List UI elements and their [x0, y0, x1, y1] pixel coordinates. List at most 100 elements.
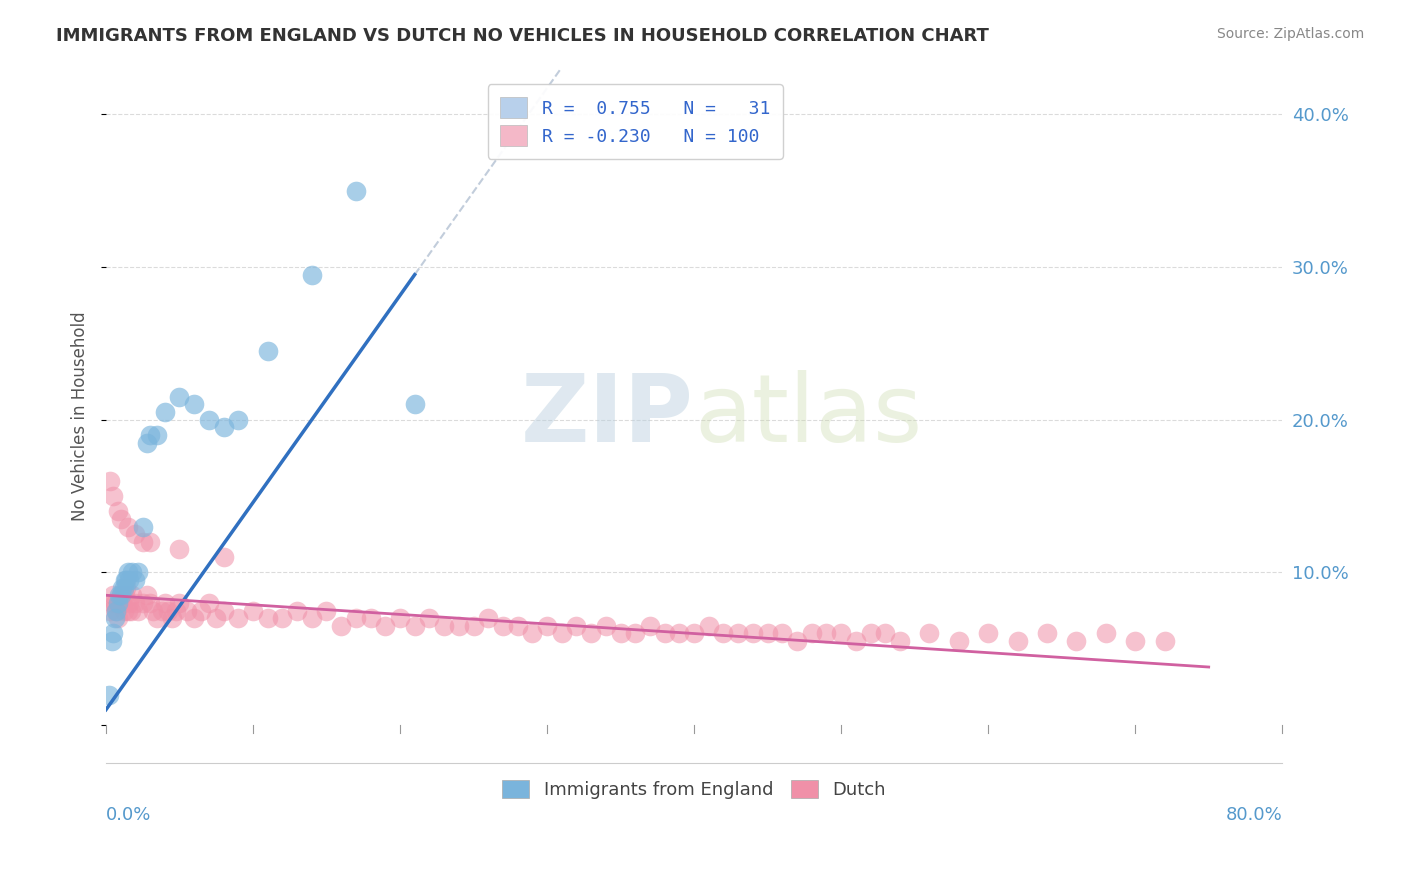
- Point: [120, 603, 142, 617]
- Point: [447, 619, 470, 633]
- Point: [107, 611, 129, 625]
- Point: [433, 619, 456, 633]
- Point: [139, 428, 162, 442]
- Point: [153, 405, 176, 419]
- Point: [654, 626, 676, 640]
- Point: [127, 603, 149, 617]
- Point: [107, 504, 129, 518]
- Point: [111, 581, 134, 595]
- Point: [110, 512, 132, 526]
- Point: [889, 634, 911, 648]
- Legend: Immigrants from England, Dutch: Immigrants from England, Dutch: [495, 772, 893, 806]
- Point: [136, 435, 159, 450]
- Point: [212, 603, 235, 617]
- Point: [256, 343, 278, 358]
- Text: Source: ZipAtlas.com: Source: ZipAtlas.com: [1216, 27, 1364, 41]
- Point: [198, 596, 221, 610]
- Point: [97, 688, 120, 702]
- Point: [108, 596, 131, 610]
- Point: [176, 603, 198, 617]
- Point: [107, 596, 129, 610]
- Point: [183, 611, 205, 625]
- Point: [404, 397, 426, 411]
- Point: [127, 566, 149, 580]
- Point: [146, 611, 169, 625]
- Point: [118, 596, 141, 610]
- Point: [118, 573, 141, 587]
- Point: [624, 626, 647, 640]
- Point: [101, 634, 124, 648]
- Point: [142, 603, 165, 617]
- Text: IMMIGRANTS FROM ENGLAND VS DUTCH NO VEHICLES IN HOUSEHOLD CORRELATION CHART: IMMIGRANTS FROM ENGLAND VS DUTCH NO VEHI…: [56, 27, 988, 45]
- Point: [112, 603, 135, 617]
- Point: [360, 611, 382, 625]
- Point: [110, 588, 132, 602]
- Point: [859, 626, 882, 640]
- Point: [845, 634, 868, 648]
- Point: [112, 581, 135, 595]
- Point: [160, 611, 183, 625]
- Point: [226, 412, 249, 426]
- Point: [271, 611, 294, 625]
- Point: [198, 412, 221, 426]
- Point: [344, 184, 367, 198]
- Point: [183, 397, 205, 411]
- Point: [815, 626, 838, 640]
- Point: [1094, 626, 1116, 640]
- Point: [579, 626, 602, 640]
- Point: [110, 588, 132, 602]
- Point: [205, 611, 228, 625]
- Point: [875, 626, 897, 640]
- Point: [121, 566, 143, 580]
- Point: [418, 611, 440, 625]
- Point: [1153, 634, 1175, 648]
- Point: [713, 626, 735, 640]
- Point: [800, 626, 823, 640]
- Point: [115, 581, 138, 595]
- Point: [1007, 634, 1029, 648]
- Point: [212, 420, 235, 434]
- Point: [226, 611, 249, 625]
- Point: [1066, 634, 1088, 648]
- Point: [131, 596, 153, 610]
- Point: [136, 588, 159, 602]
- Point: [595, 619, 617, 633]
- Point: [117, 603, 139, 617]
- Point: [770, 626, 793, 640]
- Point: [212, 550, 235, 565]
- Point: [105, 603, 128, 617]
- Point: [242, 603, 264, 617]
- Point: [285, 603, 308, 617]
- Text: 80.0%: 80.0%: [1226, 806, 1282, 824]
- Point: [150, 603, 173, 617]
- Point: [551, 626, 574, 640]
- Point: [1123, 634, 1146, 648]
- Point: [697, 619, 720, 633]
- Point: [536, 619, 558, 633]
- Point: [104, 611, 127, 625]
- Point: [105, 603, 128, 617]
- Point: [124, 573, 146, 587]
- Y-axis label: No Vehicles in Household: No Vehicles in Household: [72, 311, 89, 521]
- Point: [948, 634, 970, 648]
- Point: [114, 588, 136, 602]
- Point: [169, 390, 191, 404]
- Point: [301, 268, 323, 282]
- Point: [190, 603, 212, 617]
- Point: [124, 596, 146, 610]
- Point: [477, 611, 499, 625]
- Point: [169, 542, 191, 557]
- Point: [103, 626, 125, 640]
- Point: [111, 596, 134, 610]
- Point: [121, 588, 143, 602]
- Point: [131, 534, 153, 549]
- Point: [103, 588, 125, 602]
- Point: [139, 534, 162, 549]
- Point: [756, 626, 779, 640]
- Point: [727, 626, 749, 640]
- Point: [117, 519, 139, 533]
- Point: [156, 603, 179, 617]
- Point: [124, 527, 146, 541]
- Point: [166, 603, 188, 617]
- Point: [146, 428, 169, 442]
